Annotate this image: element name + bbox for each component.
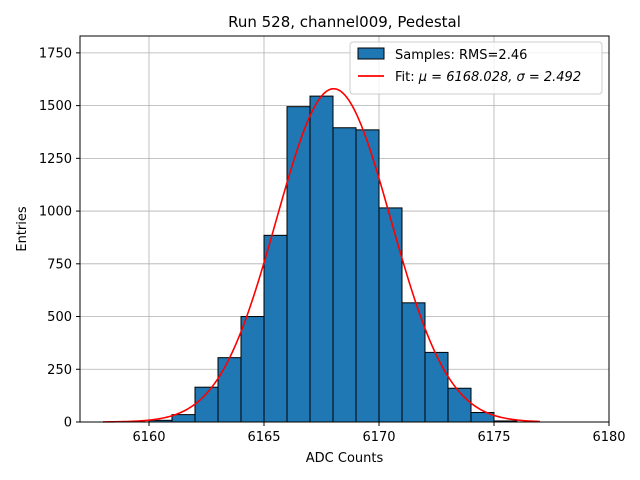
y-tick-label: 500 bbox=[47, 310, 72, 325]
x-tick-label: 6160 bbox=[132, 430, 165, 445]
histogram-bar bbox=[309, 95, 334, 423]
x-tick-label: 6180 bbox=[592, 430, 625, 445]
x-axis-ticks: 6160 6165 6170 6175 6180 bbox=[132, 422, 626, 445]
y-tick-label: 0 bbox=[64, 416, 72, 431]
histogram-bar bbox=[171, 414, 196, 423]
y-axis-title: Entries bbox=[15, 206, 30, 252]
legend-label-fit-params: μ = 6168.028, σ = 2.492 bbox=[418, 70, 581, 85]
y-axis-ticks: 0 250 500 750 1000 1250 1500 1750 bbox=[39, 46, 80, 431]
y-tick-label: 750 bbox=[47, 257, 72, 272]
y-tick-label: 250 bbox=[47, 363, 72, 378]
x-tick-label: 6170 bbox=[362, 430, 395, 445]
chart-title: Run 528, channel009, Pedestal bbox=[228, 13, 461, 31]
histogram-bar bbox=[355, 129, 380, 423]
y-tick-label: 1000 bbox=[39, 205, 72, 220]
y-tick-label: 1750 bbox=[39, 46, 72, 61]
histogram-bar bbox=[378, 207, 403, 423]
legend-label-fit: Fit: μ = 6168.028, σ = 2.492 bbox=[395, 70, 581, 85]
histogram-bar bbox=[424, 351, 449, 423]
y-tick-label: 1250 bbox=[39, 152, 72, 167]
plot-frame bbox=[79, 35, 610, 423]
x-tick-label: 6175 bbox=[477, 430, 510, 445]
legend-label-fit-prefix: Fit: bbox=[395, 70, 419, 85]
legend-label-samples: Samples: RMS=2.46 bbox=[395, 48, 527, 63]
histogram-bar bbox=[332, 127, 357, 423]
legend: Samples: RMS=2.46 Fit: μ = 6168.028, σ =… bbox=[349, 41, 603, 95]
histogram-bar bbox=[286, 106, 311, 423]
x-axis-title: ADC Counts bbox=[306, 451, 384, 466]
histogram-bars bbox=[148, 95, 518, 423]
fit-curve bbox=[102, 87, 541, 423]
y-tick-label: 1500 bbox=[39, 99, 72, 114]
legend-box bbox=[349, 41, 603, 95]
histogram-bar bbox=[447, 387, 472, 423]
x-tick-label: 6165 bbox=[247, 430, 280, 445]
histogram-bar bbox=[240, 316, 265, 423]
histogram-bar bbox=[217, 357, 242, 423]
legend-swatch-samples bbox=[357, 47, 385, 60]
histogram-bar bbox=[263, 234, 288, 423]
